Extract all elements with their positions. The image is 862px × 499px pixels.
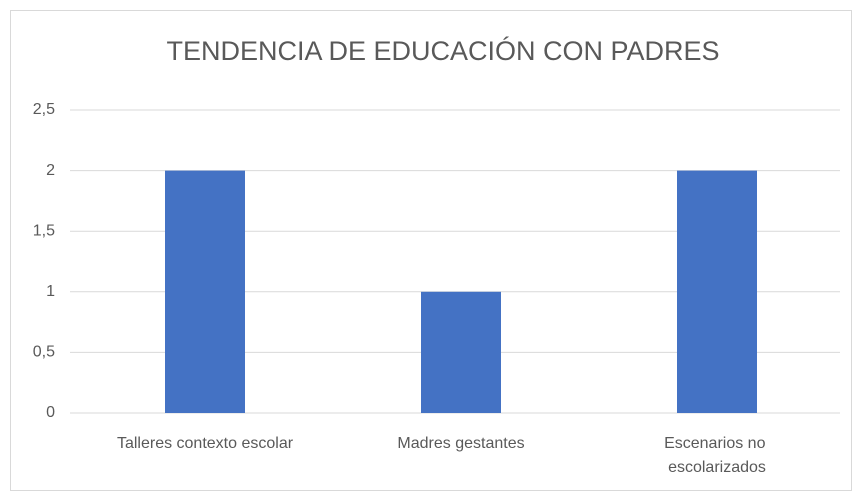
bar	[421, 291, 501, 413]
y-tick-label: 1	[46, 283, 55, 300]
x-tick-label: Escenarios no escolarizados	[664, 435, 770, 476]
x-tick-label: Madres gestantes	[397, 435, 524, 452]
bar	[165, 170, 245, 413]
y-tick-label: 0,5	[33, 344, 55, 361]
y-tick-label: 2	[46, 162, 55, 179]
y-tick-label: 0	[46, 404, 55, 421]
chart-title: TENDENCIA DE EDUCACIÓN CON PADRES	[166, 35, 719, 66]
x-tick-label: Talleres contexto escolar	[117, 435, 294, 452]
y-tick-label: 1,5	[33, 222, 55, 239]
y-tick-label: 2,5	[33, 101, 55, 118]
bar	[677, 170, 757, 413]
